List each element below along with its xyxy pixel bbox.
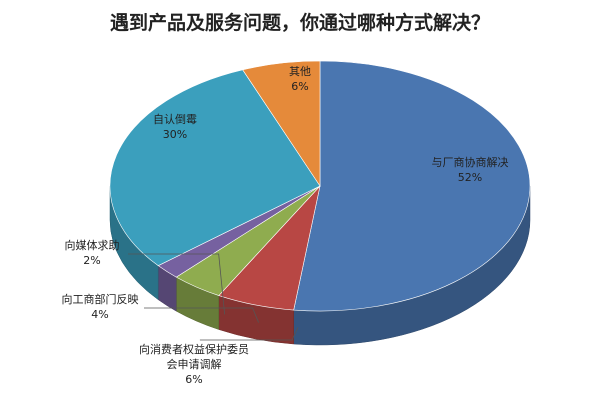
data-label: 向媒体求助 2% xyxy=(52,238,132,268)
pie-slice xyxy=(109,69,321,267)
value-label: 4% xyxy=(91,308,109,321)
pie-slice xyxy=(293,60,531,312)
category-label: 向消费者权益保护委员会申请调解 xyxy=(139,343,249,371)
value-label: 30% xyxy=(162,128,188,141)
value-label: 52% xyxy=(457,171,483,184)
value-label: 6% xyxy=(291,80,309,93)
data-label: 其他 6% xyxy=(270,64,330,94)
leader-line xyxy=(128,253,226,315)
category-label: 向媒体求助 xyxy=(64,239,120,252)
pie-slice xyxy=(242,60,321,187)
category-label: 自认倒霉 xyxy=(153,113,197,126)
value-label: 2% xyxy=(83,254,101,267)
chart-title: 遇到产品及服务问题，你通过哪种方式解决？ xyxy=(109,12,490,34)
category-label: 其他 xyxy=(289,65,311,78)
leader-line xyxy=(144,307,259,323)
data-label: 向工商部门反映 4% xyxy=(52,292,148,322)
data-label: 与厂商协商解决 52% xyxy=(410,155,530,185)
value-label: 6% xyxy=(185,373,203,386)
data-label: 自认倒霉 30% xyxy=(130,112,220,142)
category-label: 与厂商协商解决 xyxy=(431,156,509,169)
data-label: 向消费者权益保护委员会申请调解 6% xyxy=(135,342,253,387)
leader-line xyxy=(199,327,299,341)
category-label: 向工商部门反映 xyxy=(61,293,139,306)
